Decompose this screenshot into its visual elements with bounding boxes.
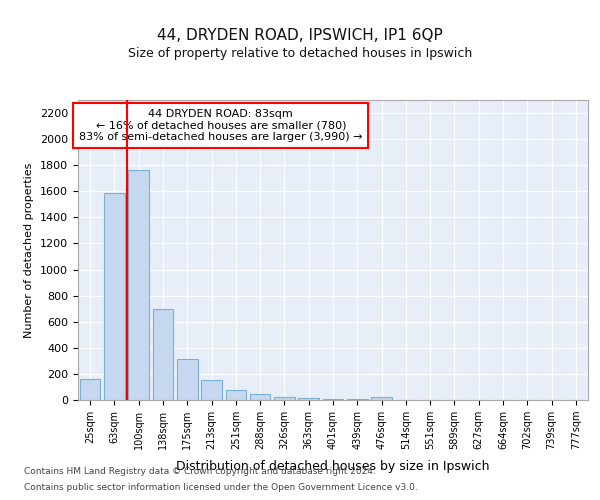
Bar	[226, 390, 246, 400]
Bar	[177, 359, 197, 400]
Bar	[274, 396, 295, 400]
Bar	[250, 394, 271, 400]
Text: Contains public sector information licensed under the Open Government Licence v3: Contains public sector information licen…	[24, 484, 418, 492]
Bar	[371, 398, 392, 400]
Bar	[104, 192, 125, 400]
Text: Size of property relative to detached houses in Ipswich: Size of property relative to detached ho…	[128, 48, 472, 60]
Bar	[128, 170, 149, 400]
Bar	[80, 379, 100, 400]
Text: 44 DRYDEN ROAD: 83sqm
← 16% of detached houses are smaller (780)
83% of semi-det: 44 DRYDEN ROAD: 83sqm ← 16% of detached …	[79, 109, 362, 142]
X-axis label: Distribution of detached houses by size in Ipswich: Distribution of detached houses by size …	[176, 460, 490, 473]
Text: Contains HM Land Registry data © Crown copyright and database right 2024.: Contains HM Land Registry data © Crown c…	[24, 467, 376, 476]
Y-axis label: Number of detached properties: Number of detached properties	[25, 162, 34, 338]
Bar	[152, 308, 173, 400]
Text: 44, DRYDEN ROAD, IPSWICH, IP1 6QP: 44, DRYDEN ROAD, IPSWICH, IP1 6QP	[157, 28, 443, 42]
Bar	[201, 380, 222, 400]
Bar	[298, 398, 319, 400]
Bar	[323, 398, 343, 400]
